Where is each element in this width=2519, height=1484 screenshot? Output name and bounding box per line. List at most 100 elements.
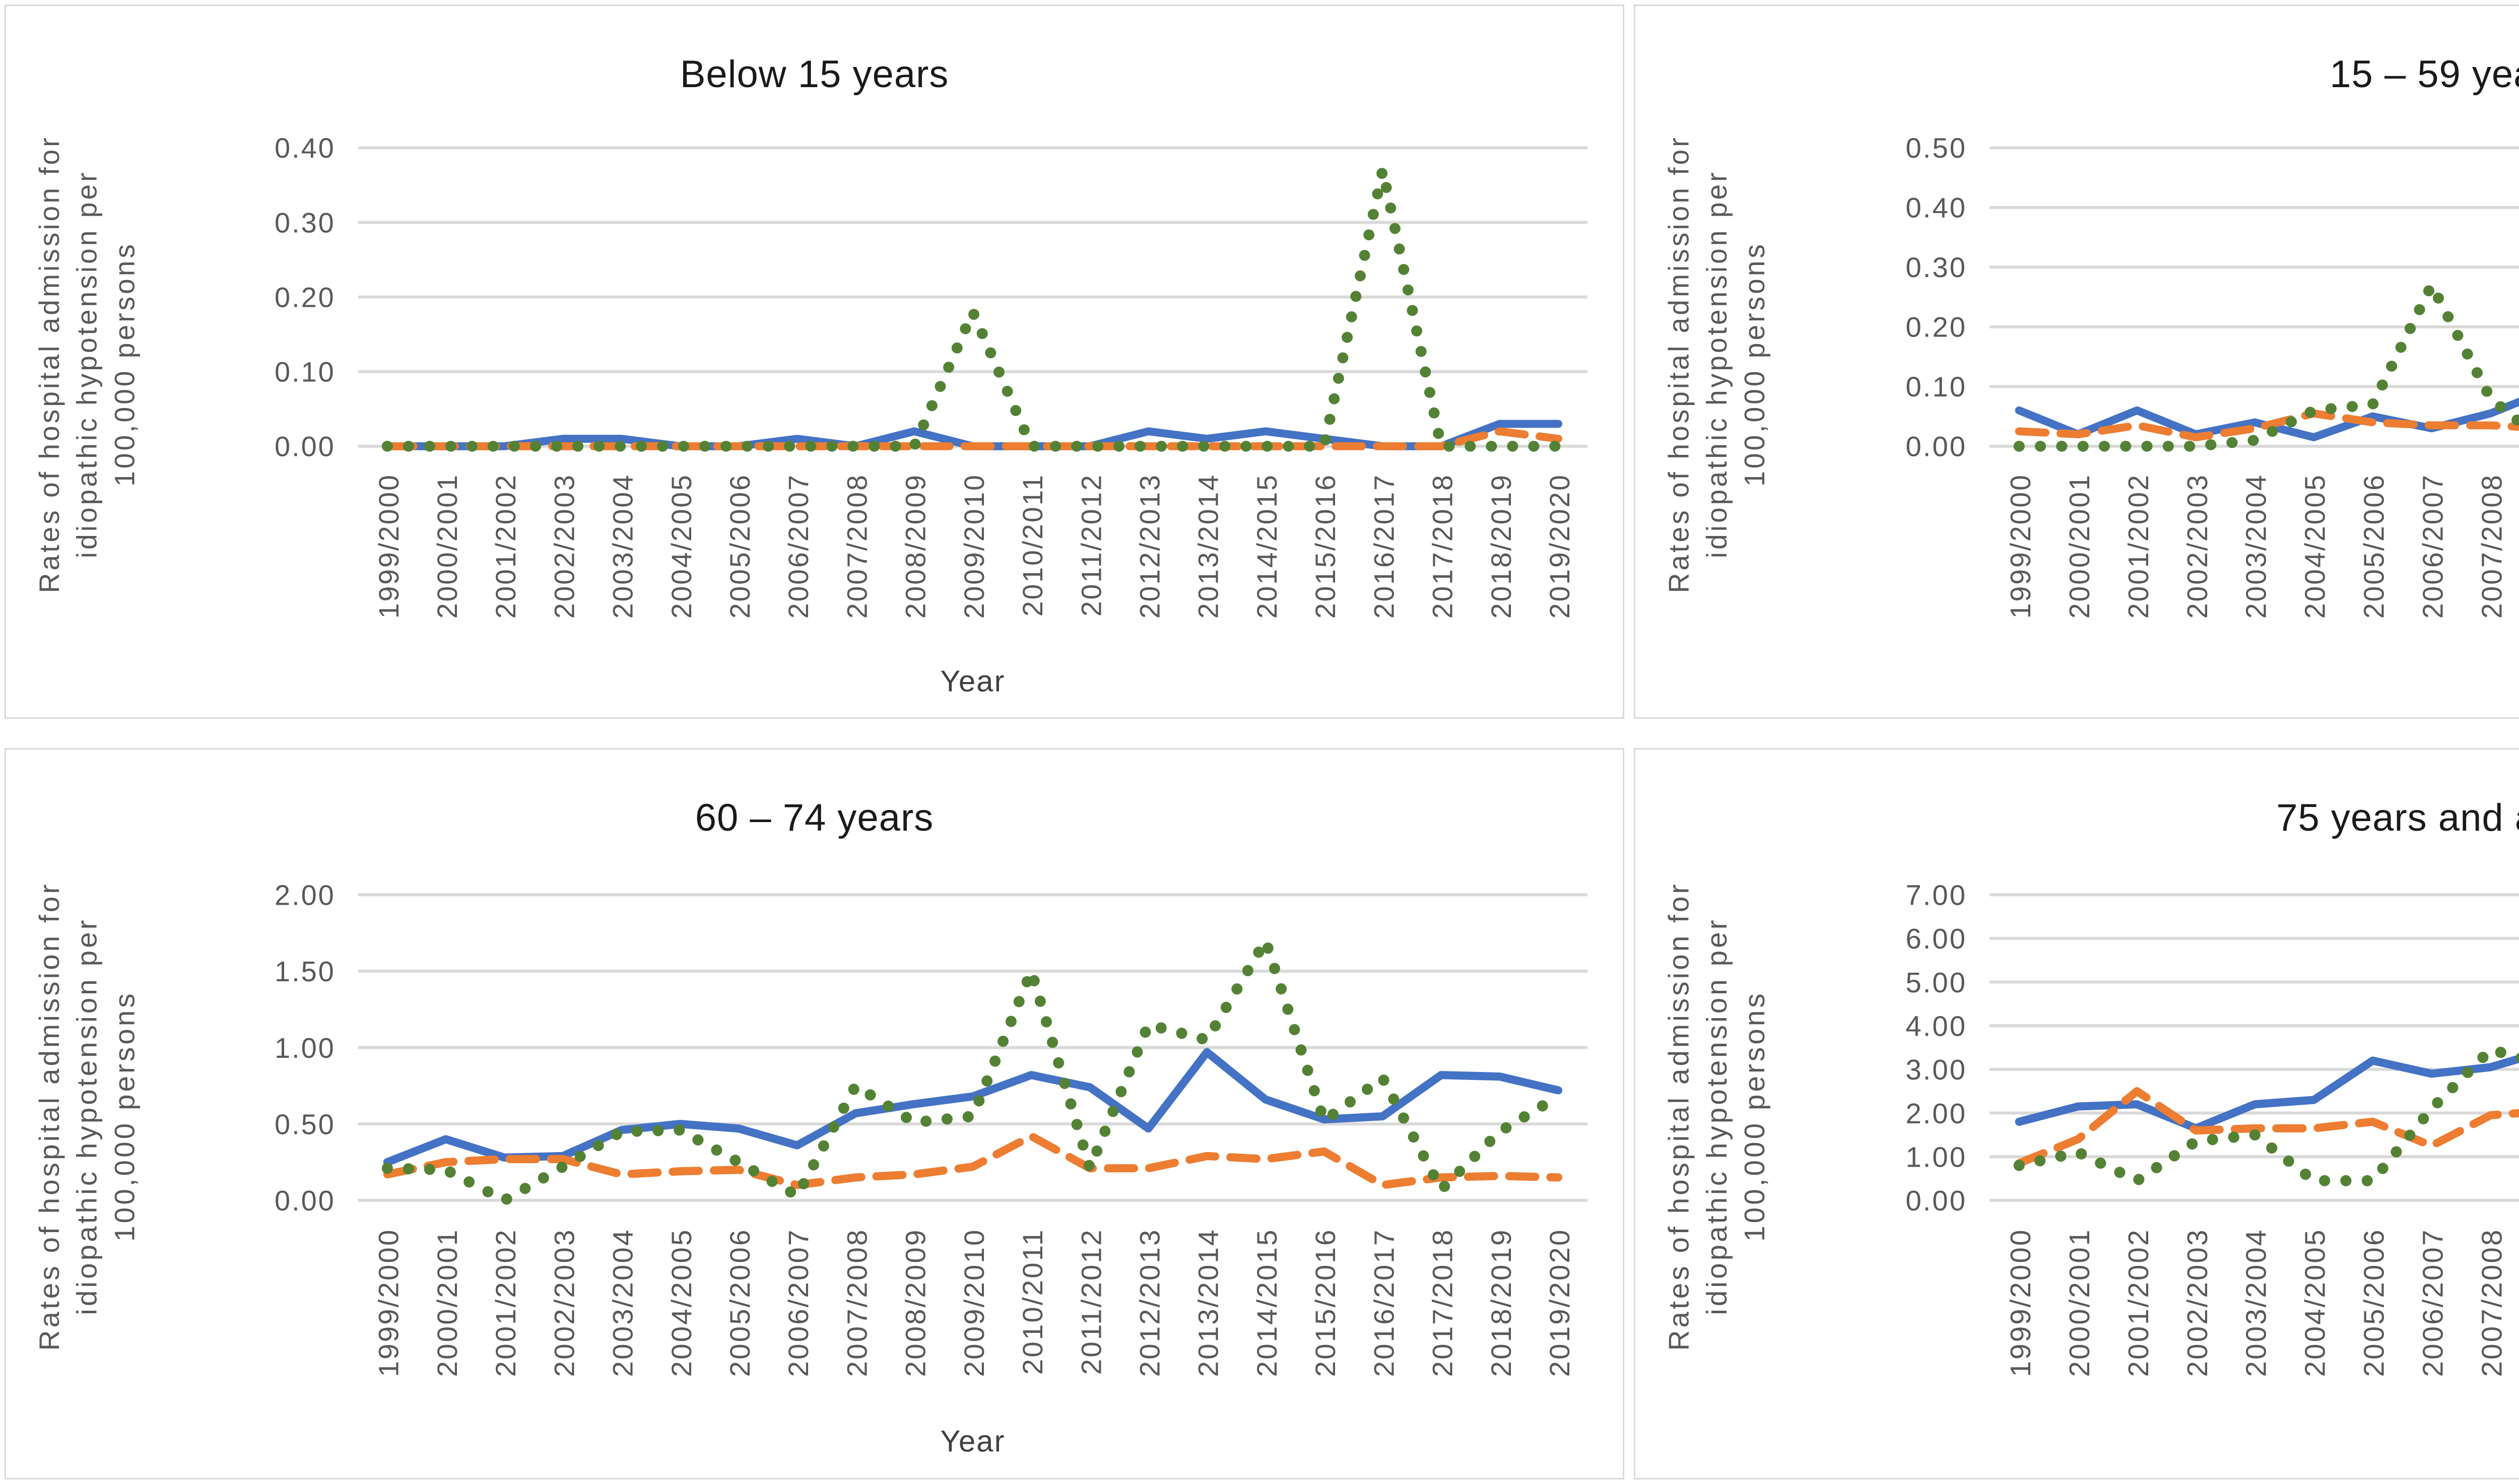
chart-title: 75 years and above [2276, 796, 2519, 839]
line-chart-below-15-years: 0.00 0.10 0.20 0.30 0.40 1999/2000 2000/2001 20… [34, 132, 1588, 698]
x-tick-label: 2010/2011 [1017, 474, 1048, 617]
x-tick-label: 1999/2000 [373, 474, 404, 619]
chart-title: 15 – 59 years [2330, 53, 2519, 96]
x-tick-label: 2001/2002 [490, 474, 521, 619]
line-chart-15-59-years: 0.00 0.10 0.20 0.30 0.40 0.50 1999/2000 2000/20… [1663, 133, 2519, 619]
chart-panel-15-59-years: 15 – 59 years 0.00 0.10 0.20 0.30 0.40 0.50 19… [1634, 5, 2519, 719]
x-tick-label: 2004/2005 [2299, 474, 2331, 619]
x-tick-label: 2008/2009 [900, 1229, 932, 1377]
x-tick-label: 2009/2010 [958, 1229, 990, 1377]
line-chart-60-74-years: 0.00 0.50 1.00 1.50 2.00 1999/2000 2000/2001 20… [33, 879, 1588, 1458]
series-solid-line [2015, 397, 2519, 441]
x-tick-label: 1999/2000 [2005, 1229, 2036, 1377]
series-solid-line [383, 1048, 1563, 1167]
x-tick-label: 2003/2004 [607, 1229, 639, 1377]
x-tick-label: 2017/2018 [1427, 1229, 1459, 1377]
x-tick-label: 2014/2015 [1251, 474, 1283, 619]
gridlines [1990, 146, 2519, 448]
x-tick-label: 2002/2003 [2181, 474, 2213, 619]
y-tick-label: 0.40 [1906, 192, 1967, 223]
x-tick-label: 2003/2004 [2240, 1229, 2272, 1377]
y-axis-title-line: Rates of hospital admission for [33, 882, 65, 1351]
y-tick-label: 0.00 [1906, 431, 1967, 462]
y-tick-label: 7.00 [1905, 879, 1967, 911]
y-tick-label: 0.00 [275, 431, 336, 462]
x-tick-label: 2010/2011 [1017, 1229, 1048, 1375]
x-tick-label: 2015/2016 [1309, 1229, 1341, 1377]
x-tick-label: 2013/2014 [1192, 1229, 1224, 1377]
series-dashed-line [2015, 1087, 2519, 1168]
x-tick-label: 2007/2008 [841, 1229, 873, 1377]
x-axis-tick-labels: 1999/2000 2000/2001 2001/2002 2002/2003 2003… [373, 474, 1575, 619]
x-axis-title: Year [940, 1424, 1005, 1458]
x-tick-label: 2019/2020 [1544, 1229, 1575, 1377]
series-lines [2013, 1044, 2519, 1186]
y-axis-title: Rates of hospital admission for idiopathi… [33, 882, 140, 1351]
x-axis-tick-labels: 1999/2000 2000/2001 2001/2002 2002/2003 2003… [2005, 1229, 2508, 1377]
y-axis-tick-labels: 0.00 0.10 0.20 0.30 0.40 [275, 132, 336, 462]
x-tick-label: 1999/2000 [373, 1229, 405, 1377]
series-dotted-line [381, 935, 1564, 1206]
x-tick-label: 2005/2006 [724, 474, 756, 619]
series-dashed-line [383, 1132, 1563, 1189]
chart-panel-60-74-years: 60 – 74 years 0.00 0.50 1.00 1.50 2.00 1999/2… [5, 748, 1624, 1479]
series-lines [381, 164, 1564, 452]
y-axis-title: Rates of hospital admission for idiopathi… [1663, 882, 1770, 1351]
y-axis-title-line: Rates of hospital admission for [34, 135, 65, 593]
x-tick-label: 2015/2016 [1310, 474, 1341, 619]
series-dotted-line [381, 164, 1564, 452]
chart-title: Below 15 years [680, 53, 949, 96]
y-tick-label: 0.00 [1905, 1185, 1967, 1217]
chart-panel-75-years-above: 75 years and above 0.00 1.00 2.00 3.00 4.00 5… [1634, 748, 2519, 1479]
x-tick-label: 2007/2008 [2476, 474, 2508, 619]
x-tick-label: 2011/2012 [1076, 1229, 1107, 1375]
y-tick-label: 3.00 [1905, 1054, 1967, 1086]
y-tick-label: 2.00 [1905, 1098, 1967, 1129]
x-tick-label: 2006/2007 [2417, 1229, 2449, 1377]
x-tick-label: 2008/2009 [900, 474, 931, 619]
y-tick-label: 0.40 [275, 132, 336, 164]
y-axis-tick-labels: 0.00 0.50 1.00 1.50 2.00 [275, 879, 336, 1217]
x-tick-label: 2002/2003 [2181, 1229, 2213, 1377]
y-axis-title-line: idiopathic hypotension per [1701, 917, 1733, 1315]
x-tick-label: 2018/2019 [1486, 474, 1517, 619]
y-tick-label: 1.50 [275, 956, 336, 987]
x-tick-label: 2001/2002 [2123, 1229, 2154, 1377]
y-tick-label: 0.00 [275, 1185, 336, 1217]
y-tick-label: 6.00 [1905, 923, 1967, 955]
x-tick-label: 2003/2004 [607, 474, 638, 619]
x-tick-label: 2004/2005 [2299, 1229, 2331, 1377]
y-axis-tick-labels: 0.00 0.10 0.20 0.30 0.40 0.50 [1906, 133, 1967, 462]
y-axis-title-line: 100,000 persons [109, 991, 141, 1242]
y-axis-title-line: 100,000 persons [1739, 242, 1771, 487]
line-chart-75-years-above: 0.00 1.00 2.00 3.00 4.00 5.00 6.00 7.00 1999/200… [1663, 879, 2519, 1377]
y-tick-label: 0.30 [275, 208, 336, 239]
chart-title: 60 – 74 years [695, 796, 934, 839]
y-axis-title: Rates of hospital admission for idiopathi… [34, 135, 141, 593]
y-tick-label: 1.00 [275, 1032, 336, 1063]
y-tick-label: 0.20 [275, 282, 336, 313]
gridlines [358, 146, 1588, 448]
y-tick-label: 0.30 [1906, 252, 1967, 283]
x-tick-label: 2013/2014 [1192, 474, 1224, 619]
x-tick-label: 2001/2002 [490, 1229, 522, 1377]
series-solid-line [2015, 1054, 2519, 1133]
y-tick-label: 2.00 [275, 879, 336, 911]
y-axis-title-line: idiopathic hypotension per [71, 170, 102, 559]
chart-panel-below-15-years: Below 15 years 0.00 0.10 0.20 0.30 0.40 1999/… [5, 5, 1624, 719]
x-tick-label: 2019/2020 [1544, 474, 1575, 619]
x-tick-label: 2006/2007 [2417, 474, 2449, 619]
gridlines [358, 893, 1588, 1202]
y-tick-label: 0.50 [275, 1108, 336, 1140]
x-axis-title: Year [940, 664, 1005, 698]
y-tick-label: 0.20 [1906, 312, 1967, 343]
x-tick-label: 2004/2005 [666, 474, 697, 619]
y-tick-label: 4.00 [1905, 1010, 1967, 1042]
y-axis-title-line: idiopathic hypotension per [1701, 170, 1733, 559]
x-tick-label: 2009/2010 [959, 474, 990, 619]
y-axis-title-line: idiopathic hypotension per [71, 917, 103, 1315]
x-tick-label: 2000/2001 [2064, 1229, 2095, 1377]
x-tick-label: 2005/2006 [2358, 474, 2390, 619]
y-axis-title-line: Rates of hospital admission for [1663, 135, 1695, 593]
y-tick-label: 0.10 [275, 357, 336, 388]
